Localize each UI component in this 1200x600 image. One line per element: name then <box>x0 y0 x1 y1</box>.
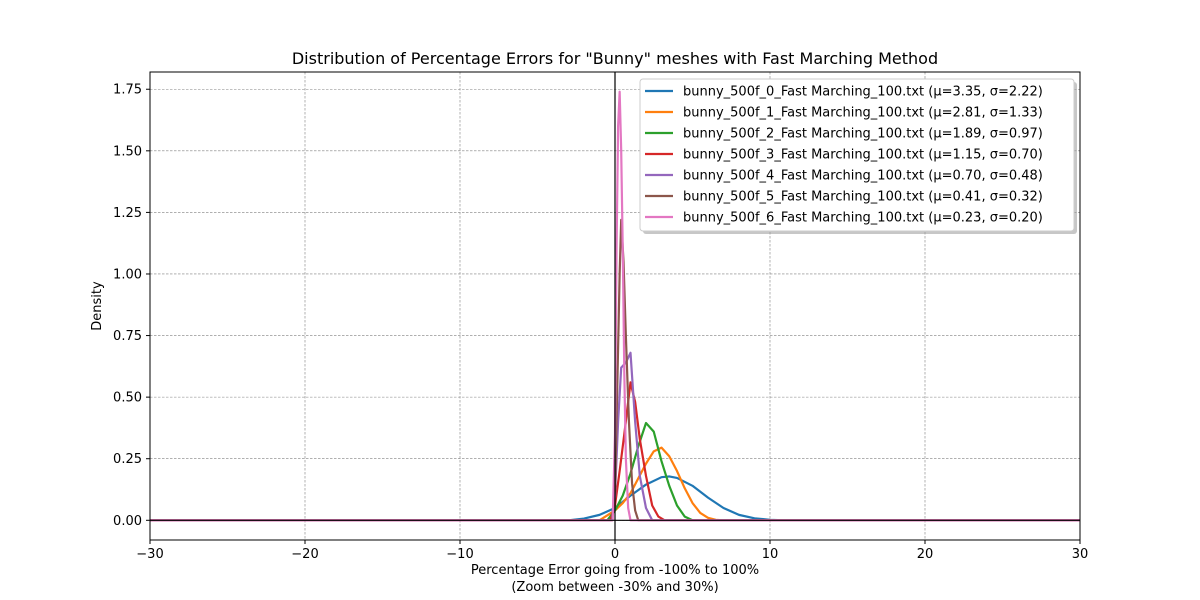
legend: bunny_500f_0_Fast Marching_100.txt (μ=3.… <box>639 78 1077 234</box>
series-line-0 <box>150 475 1080 522</box>
legend-label: bunny_500f_5_Fast Marching_100.txt (μ=0.… <box>683 190 1043 205</box>
legend-label: bunny_500f_2_Fast Marching_100.txt (μ=1.… <box>683 127 1043 142</box>
x-tick-label: −10 <box>446 547 473 562</box>
x-tick-label: −30 <box>136 547 163 562</box>
y-axis-label: Density <box>90 281 105 331</box>
legend-label: bunny_500f_0_Fast Marching_100.txt (μ=3.… <box>683 85 1043 100</box>
x-tick-label: 10 <box>762 547 779 562</box>
y-tick-label: 1.50 <box>113 144 142 159</box>
y-tick-label: 0.50 <box>113 391 142 406</box>
legend-label: bunny_500f_6_Fast Marching_100.txt (μ=0.… <box>683 211 1043 226</box>
x-axis-ticks: −30 −20 −10 0 10 20 30 <box>136 540 1088 562</box>
chart-title: Distribution of Percentage Errors for "B… <box>292 49 938 68</box>
legend-label: bunny_500f_3_Fast Marching_100.txt (μ=1.… <box>683 148 1043 163</box>
x-tick-label: −20 <box>291 547 318 562</box>
x-tick-label: 20 <box>917 547 934 562</box>
legend-label: bunny_500f_4_Fast Marching_100.txt (μ=0.… <box>683 169 1043 184</box>
x-axis-label: Percentage Error going from -100% to 100… <box>471 563 759 578</box>
x-tick-label: 30 <box>1072 547 1089 562</box>
legend-box <box>639 78 1075 232</box>
y-tick-label: 0.75 <box>113 329 142 344</box>
x-axis-sublabel: (Zoom between -30% and 30%) <box>511 580 718 595</box>
series-line-1 <box>150 446 1080 522</box>
series-line-2 <box>150 421 1080 522</box>
reference-lines <box>150 72 1080 540</box>
legend-label: bunny_500f_1_Fast Marching_100.txt (μ=2.… <box>683 106 1043 121</box>
y-tick-label: 1.75 <box>113 83 142 98</box>
x-tick-label: 0 <box>611 547 619 562</box>
y-tick-label: 1.00 <box>113 267 142 282</box>
y-tick-label: 0.00 <box>113 514 142 529</box>
y-axis-ticks: 0.00 0.25 0.50 0.75 1.00 1.25 1.50 1.75 <box>113 83 150 529</box>
y-tick-label: 0.25 <box>113 452 142 467</box>
y-tick-label: 1.25 <box>113 206 142 221</box>
